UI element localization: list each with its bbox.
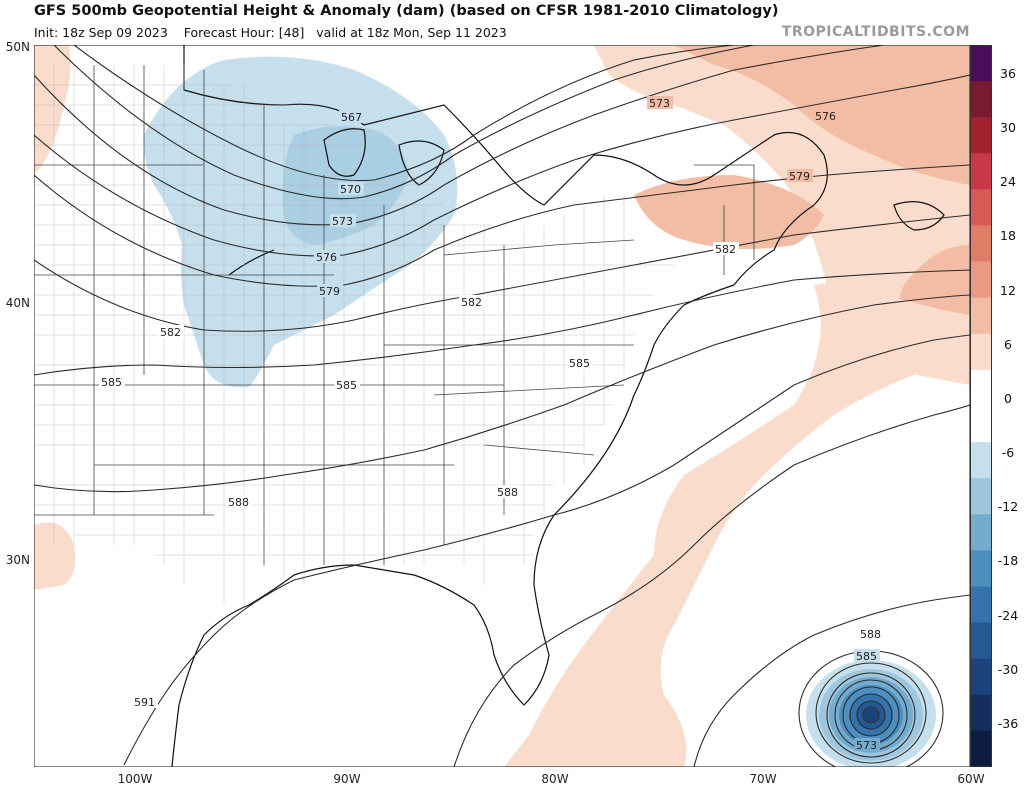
brand-watermark: TROPICALTIDBITS.COM: [781, 24, 970, 40]
contour-label-573-east: 573: [649, 97, 670, 110]
height-contours: [34, 45, 970, 767]
colorbar-label: -12: [997, 499, 1019, 515]
contour-label-573: 573: [332, 215, 353, 228]
contour-label-573-hurricane: 573: [856, 739, 877, 752]
lon-label-80w: 80W: [541, 772, 569, 786]
colorbar-label: -36: [997, 715, 1019, 731]
contour-label-588-mid: 588: [497, 486, 518, 499]
chart-title: GFS 500mb Geopotential Height & Anomaly …: [34, 3, 779, 19]
chart-subtitle: Init: 18z Sep 09 2023 Forecast Hour: [48…: [34, 25, 507, 40]
colorbar-bin: [970, 261, 992, 299]
colorbar-label: 36: [1000, 66, 1016, 81]
colorbar-bin: [970, 622, 992, 660]
contour-label-579: 579: [319, 285, 340, 298]
valid-time: valid at 18z Mon, Sep 11 2023: [316, 25, 507, 40]
colorbar: [970, 45, 992, 768]
colorbar-label: 0: [1004, 390, 1012, 406]
colorbar-label: 6: [1004, 336, 1012, 352]
colorbar-bin: [970, 442, 992, 479]
contour-label-588-hurricane: 588: [860, 628, 881, 641]
lon-label-100w: 100W: [117, 772, 153, 786]
lat-label-40n: 40N: [5, 296, 30, 310]
lon-label-70w: 70W: [749, 772, 777, 786]
lat-label-30n: 30N: [5, 553, 30, 567]
colorbar-label: -30: [997, 661, 1019, 677]
init-time: Init: 18z Sep 09 2023: [34, 25, 168, 40]
colorbar-bin: [970, 550, 992, 587]
contour-label-585-east: 585: [569, 357, 590, 370]
colorbar-label: 12: [1000, 282, 1016, 298]
colorbar-bin: [970, 153, 992, 190]
contour-label-588-west: 588: [228, 496, 249, 509]
colorbar-label: 18: [1000, 228, 1016, 244]
colorbar-bin: [970, 586, 992, 624]
colorbar-bin: [970, 333, 992, 371]
county-grid: [34, 65, 674, 605]
map-panel: 567 570 573 576 579 582 585 588 591 573 …: [34, 45, 970, 767]
contour-labels: 567 570 573 576 579 582 585 588 591 573 …: [99, 96, 884, 752]
colorbar-label: 30: [1000, 120, 1016, 136]
colorbar-label: 24: [1000, 174, 1016, 190]
colorbar-label: -6: [1001, 445, 1015, 461]
contour-label-567: 567: [341, 111, 362, 124]
contour-label-582-east: 582: [715, 243, 736, 256]
colorbar-bin: [970, 514, 992, 551]
colorbar-bin: [970, 478, 992, 515]
contour-label-591: 591: [134, 696, 155, 709]
contour-label-570: 570: [340, 183, 361, 196]
contour-label-579-east: 579: [789, 170, 810, 183]
colorbar-bin: [970, 117, 992, 154]
colorbar-bin: [970, 45, 992, 82]
lon-label-60w: 60W: [957, 772, 985, 786]
contour-label-582-mid: 582: [461, 296, 482, 309]
colorbar-bin: [970, 658, 992, 696]
colorbar-bin: [970, 81, 992, 118]
contour-label-585-hurricane: 585: [856, 650, 877, 663]
colorbar-bin: [970, 189, 992, 226]
map-svg: 567 570 573 576 579 582 585 588 591 573 …: [34, 45, 970, 767]
colorbar-svg: [970, 45, 992, 768]
contour-label-576: 576: [316, 251, 337, 264]
lat-label-50n: 50N: [5, 40, 30, 54]
lon-label-90w: 90W: [333, 772, 361, 786]
colorbar-bin: [970, 406, 992, 443]
contour-label-585-west: 585: [101, 376, 122, 389]
colorbar-label: -18: [997, 553, 1019, 569]
contour-label-582-west: 582: [160, 326, 181, 339]
colorbar-bin: [970, 694, 992, 732]
contour-label-576-east: 576: [815, 110, 836, 123]
colorbar-bin: [970, 297, 992, 335]
forecast-hour: Forecast Hour: [48]: [183, 25, 305, 40]
colorbar-bin: [970, 369, 992, 407]
colorbar-border: [970, 45, 992, 767]
colorbar-label: -24: [997, 607, 1019, 623]
colorbar-bin: [970, 730, 992, 768]
colorbar-bin: [970, 225, 992, 263]
contour-label-585-mid: 585: [336, 379, 357, 392]
